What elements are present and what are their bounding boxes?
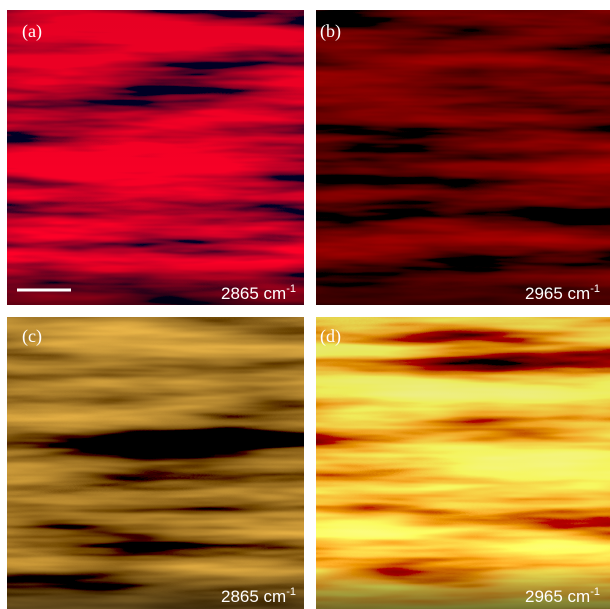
wavenumber-exponent: -1 (286, 586, 296, 598)
panel-c: (c) 2865 cm-1 (7, 317, 304, 609)
wavenumber-exponent: -1 (286, 283, 296, 295)
panel-label: (c) (22, 326, 42, 347)
wavenumber-value: 2865 cm (221, 284, 286, 303)
image-shade (316, 317, 610, 609)
panel-label: (b) (320, 21, 341, 42)
wavenumber: 2865 cm-1 (221, 283, 296, 303)
wavenumber-value: 2965 cm (525, 284, 590, 303)
wavenumber-value: 2865 cm (221, 587, 286, 606)
panel-label: (d) (320, 326, 341, 347)
figure: (a) 2865 cm-1 (b) 2965 cm-1 (c) 2865 cm-… (0, 0, 610, 609)
wavenumber: 2965 cm-1 (525, 586, 600, 606)
wavenumber: 2865 cm-1 (221, 586, 296, 606)
wavenumber-exponent: -1 (590, 586, 600, 598)
panel-a: (a) 2865 cm-1 (7, 10, 304, 305)
panel-label: (a) (22, 21, 42, 42)
panel-b: (b) 2965 cm-1 (316, 10, 610, 305)
wavenumber: 2965 cm-1 (525, 283, 600, 303)
panel-d: (d) 2965 cm-1 (316, 317, 610, 609)
image-shade (7, 10, 304, 305)
wavenumber-value: 2965 cm (525, 587, 590, 606)
image-shade (7, 317, 304, 609)
wavenumber-exponent: -1 (590, 283, 600, 295)
image-shade (316, 10, 610, 305)
